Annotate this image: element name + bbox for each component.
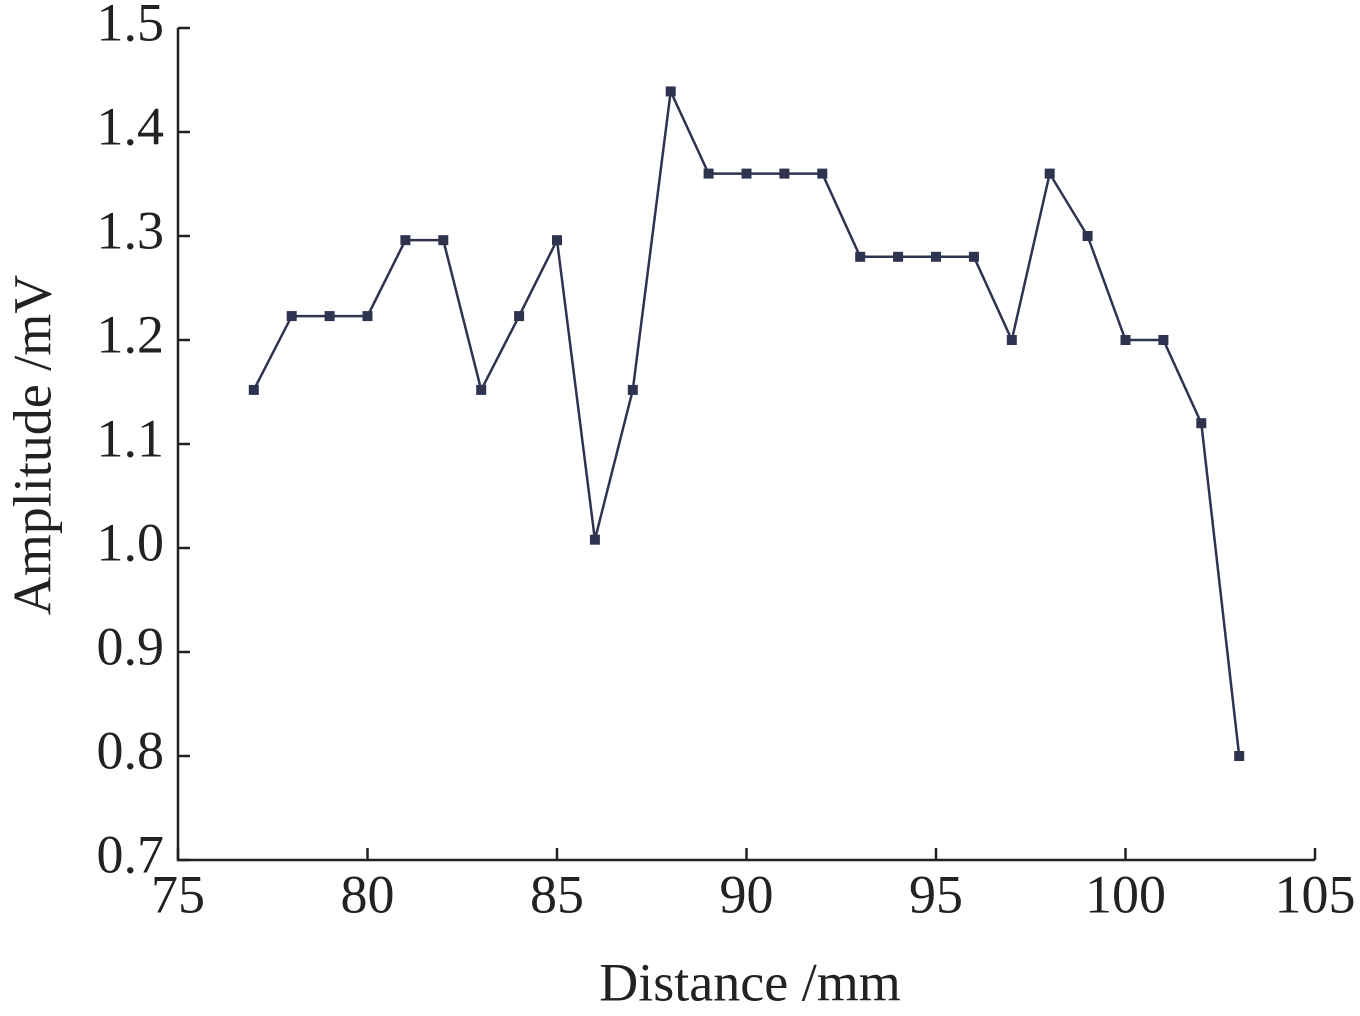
data-point	[855, 251, 866, 262]
data-point	[893, 251, 904, 262]
data-point	[514, 311, 525, 322]
data-point	[779, 168, 790, 179]
data-point	[1158, 335, 1169, 345]
y-tick-label: 1.5	[97, 0, 165, 52]
axes	[176, 28, 1315, 862]
data-point	[438, 235, 449, 246]
data-point	[1044, 168, 1055, 179]
x-tick-label: 105	[1275, 864, 1356, 924]
data-point	[931, 251, 941, 262]
data-point	[362, 311, 373, 322]
x-tick-label: 75	[151, 864, 205, 924]
data-point	[817, 168, 828, 179]
y-tick-label: 0.9	[97, 616, 165, 676]
data-line	[252, 86, 1241, 757]
data-point	[248, 384, 259, 395]
data-point	[968, 251, 979, 262]
y-tick-label: 1.0	[97, 512, 165, 572]
x-axis-label: Distance /mm	[599, 952, 900, 1012]
y-tick-label: 0.7	[97, 824, 165, 884]
data-point	[286, 311, 297, 322]
x-tick-label: 90	[720, 864, 774, 924]
data-point	[552, 235, 562, 246]
y-axis-label: Amplitude /mV	[2, 275, 62, 615]
data-point	[1234, 751, 1245, 761]
y-tick-label: 1.2	[97, 304, 165, 364]
data-point	[1120, 335, 1131, 345]
x-tick-label: 80	[341, 864, 395, 924]
data-point	[665, 86, 676, 97]
data-point	[1006, 335, 1017, 345]
data-point	[1196, 418, 1207, 429]
data-point	[324, 311, 335, 322]
x-tick-label: 100	[1085, 864, 1166, 924]
data-point	[1082, 231, 1093, 241]
y-tick-label: 0.8	[97, 720, 165, 780]
data-point	[741, 168, 752, 179]
y-tick-label: 1.3	[97, 200, 165, 260]
data-point	[627, 384, 638, 395]
x-tick-label: 95	[909, 864, 963, 924]
x-tick-label: 85	[530, 864, 584, 924]
data-point	[400, 235, 411, 246]
y-tick-label: 1.4	[97, 96, 165, 156]
y-tick-label: 1.1	[97, 408, 165, 468]
data-point	[703, 168, 714, 179]
data-point	[476, 384, 487, 395]
data-point	[589, 534, 600, 545]
